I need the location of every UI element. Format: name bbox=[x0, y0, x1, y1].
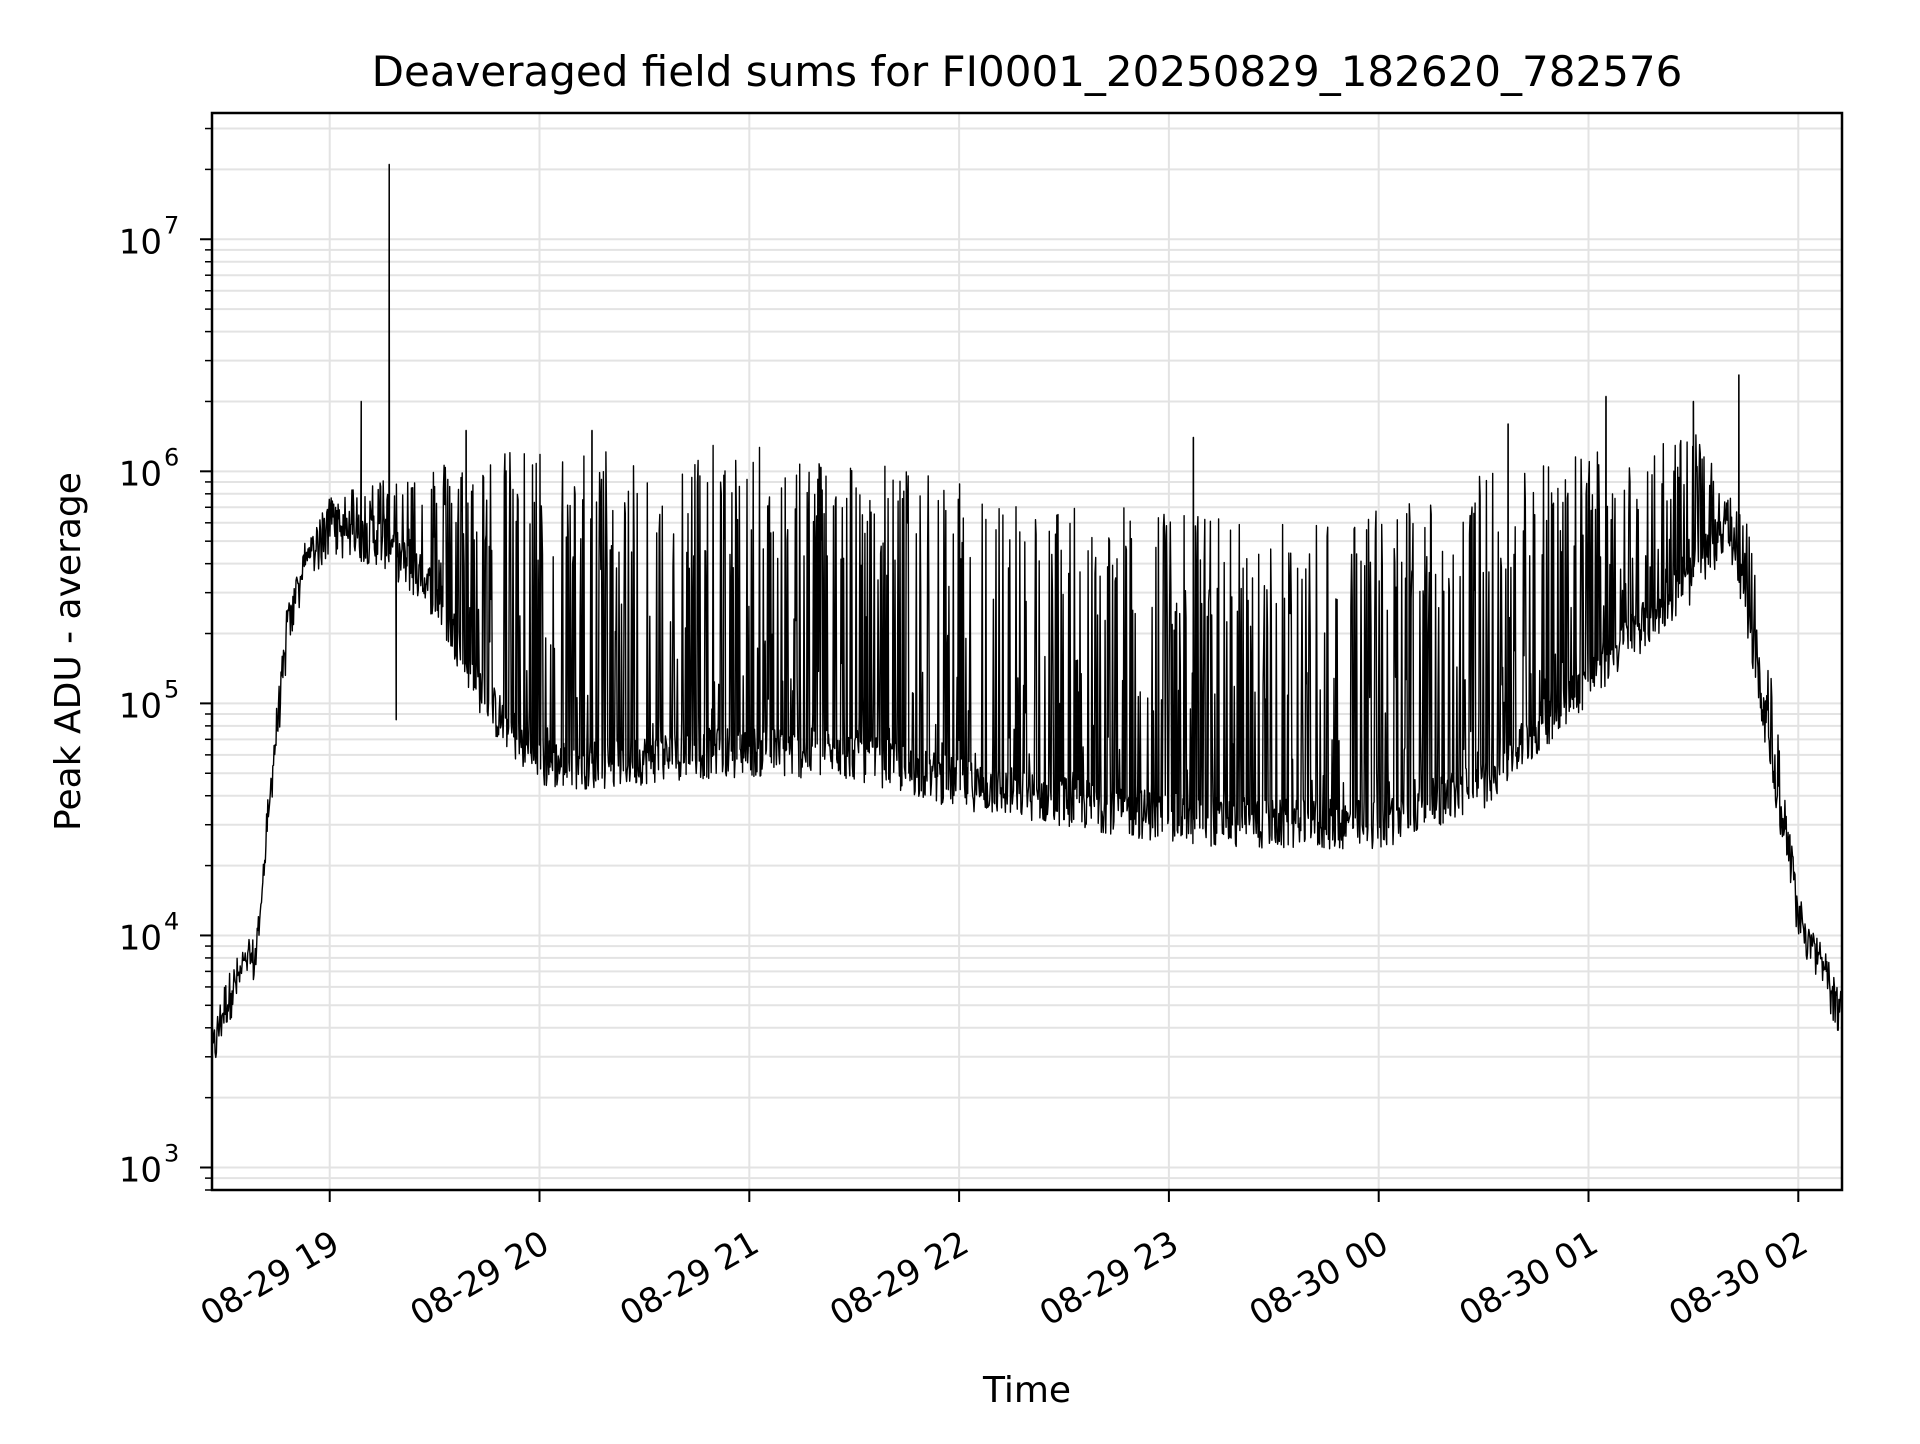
y-tick-label: 10 7 bbox=[119, 211, 180, 262]
y-tick-exponent: 4 bbox=[164, 907, 179, 935]
y-tick-base: 10 bbox=[119, 222, 162, 262]
y-tick-base: 10 bbox=[119, 918, 162, 958]
series-line bbox=[211, 163, 1843, 1067]
y-tick-label: 10 4 bbox=[119, 907, 180, 958]
y-tick-label: 10 3 bbox=[119, 1140, 180, 1191]
y-tick-exponent: 3 bbox=[164, 1140, 179, 1168]
y-tick-base: 10 bbox=[119, 454, 162, 494]
y-tick-exponent: 6 bbox=[164, 443, 179, 471]
chart-title: Deaveraged field sums for FI0001_2025082… bbox=[372, 47, 1683, 96]
y-tick-base: 10 bbox=[119, 1151, 162, 1191]
y-tick-base: 10 bbox=[119, 686, 162, 726]
y-tick-label: 10 6 bbox=[119, 443, 180, 494]
y-tick-exponent: 5 bbox=[164, 675, 179, 703]
plot-frame bbox=[210, 111, 1844, 1192]
x-axis-label: Time bbox=[982, 1370, 1071, 1411]
y-tick-exponent: 7 bbox=[164, 211, 179, 239]
data-series bbox=[211, 163, 1843, 1067]
y-tick-label: 10 5 bbox=[119, 675, 180, 726]
y-axis-label: Peak ADU - average bbox=[48, 472, 89, 831]
